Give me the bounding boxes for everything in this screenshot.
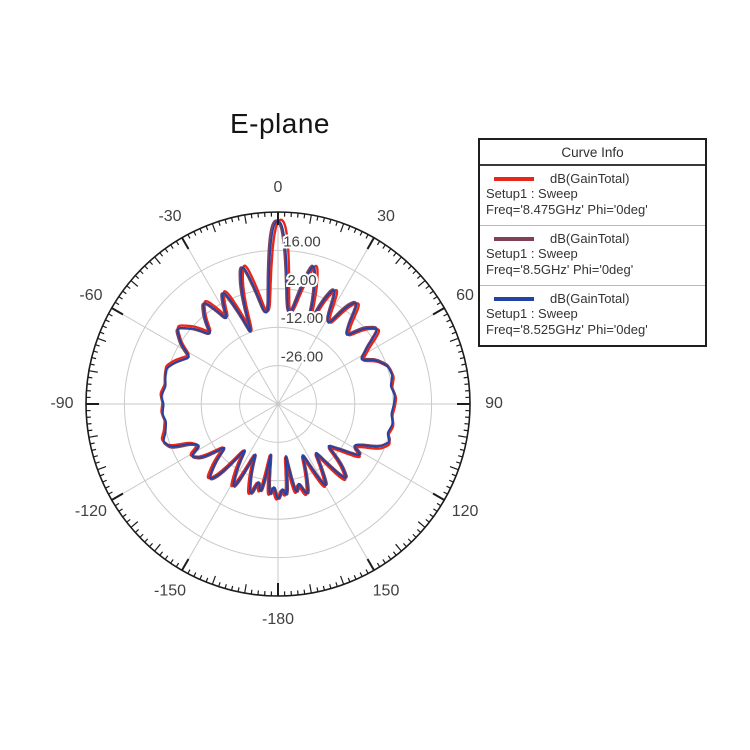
svg-text:16.00: 16.00 <box>283 233 321 250</box>
series-setup: Setup1 : Sweep <box>486 246 578 261</box>
svg-text:-30: -30 <box>158 208 181 225</box>
svg-text:120: 120 <box>452 503 479 520</box>
series-color-swatch-blue <box>494 296 534 301</box>
series-setup: Setup1 : Sweep <box>486 186 578 201</box>
series-label: dB(GainTotal) <box>550 231 630 246</box>
curve-info-legend: Curve Info dB(GainTotal) Setup1 : Sweep … <box>478 138 707 347</box>
legend-header: Curve Info <box>480 140 705 166</box>
svg-text:30: 30 <box>377 208 395 225</box>
series-label: dB(GainTotal) <box>550 291 630 306</box>
series-freq: Freq='8.5GHz' Phi='0deg' <box>486 262 634 277</box>
series-label: dB(GainTotal) <box>550 171 630 186</box>
legend-entry-freq-8p475: dB(GainTotal) Setup1 : Sweep Freq='8.475… <box>480 166 705 226</box>
svg-text:60: 60 <box>456 287 474 304</box>
series-freq: Freq='8.525GHz' Phi='0deg' <box>486 322 648 337</box>
svg-text:-180: -180 <box>262 611 294 628</box>
series-setup: Setup1 : Sweep <box>486 306 578 321</box>
svg-text:-150: -150 <box>154 582 186 599</box>
svg-text:90: 90 <box>485 395 503 412</box>
svg-text:-60: -60 <box>79 287 102 304</box>
svg-text:2.00: 2.00 <box>287 272 316 289</box>
svg-text:-12.00: -12.00 <box>281 310 324 327</box>
series-color-swatch-purple <box>494 236 534 241</box>
svg-text:-26.00: -26.00 <box>281 349 324 366</box>
series-freq: Freq='8.475GHz' Phi='0deg' <box>486 202 648 217</box>
svg-text:0: 0 <box>274 179 283 196</box>
chart-title: E-plane <box>229 108 330 139</box>
legend-entry-freq-8p525: dB(GainTotal) Setup1 : Sweep Freq='8.525… <box>480 286 705 345</box>
svg-text:-120: -120 <box>75 503 107 520</box>
series-color-swatch-red <box>494 176 534 181</box>
svg-text:150: 150 <box>373 582 400 599</box>
svg-text:-90: -90 <box>50 395 73 412</box>
legend-entry-freq-8p5: dB(GainTotal) Setup1 : Sweep Freq='8.5GH… <box>480 226 705 286</box>
